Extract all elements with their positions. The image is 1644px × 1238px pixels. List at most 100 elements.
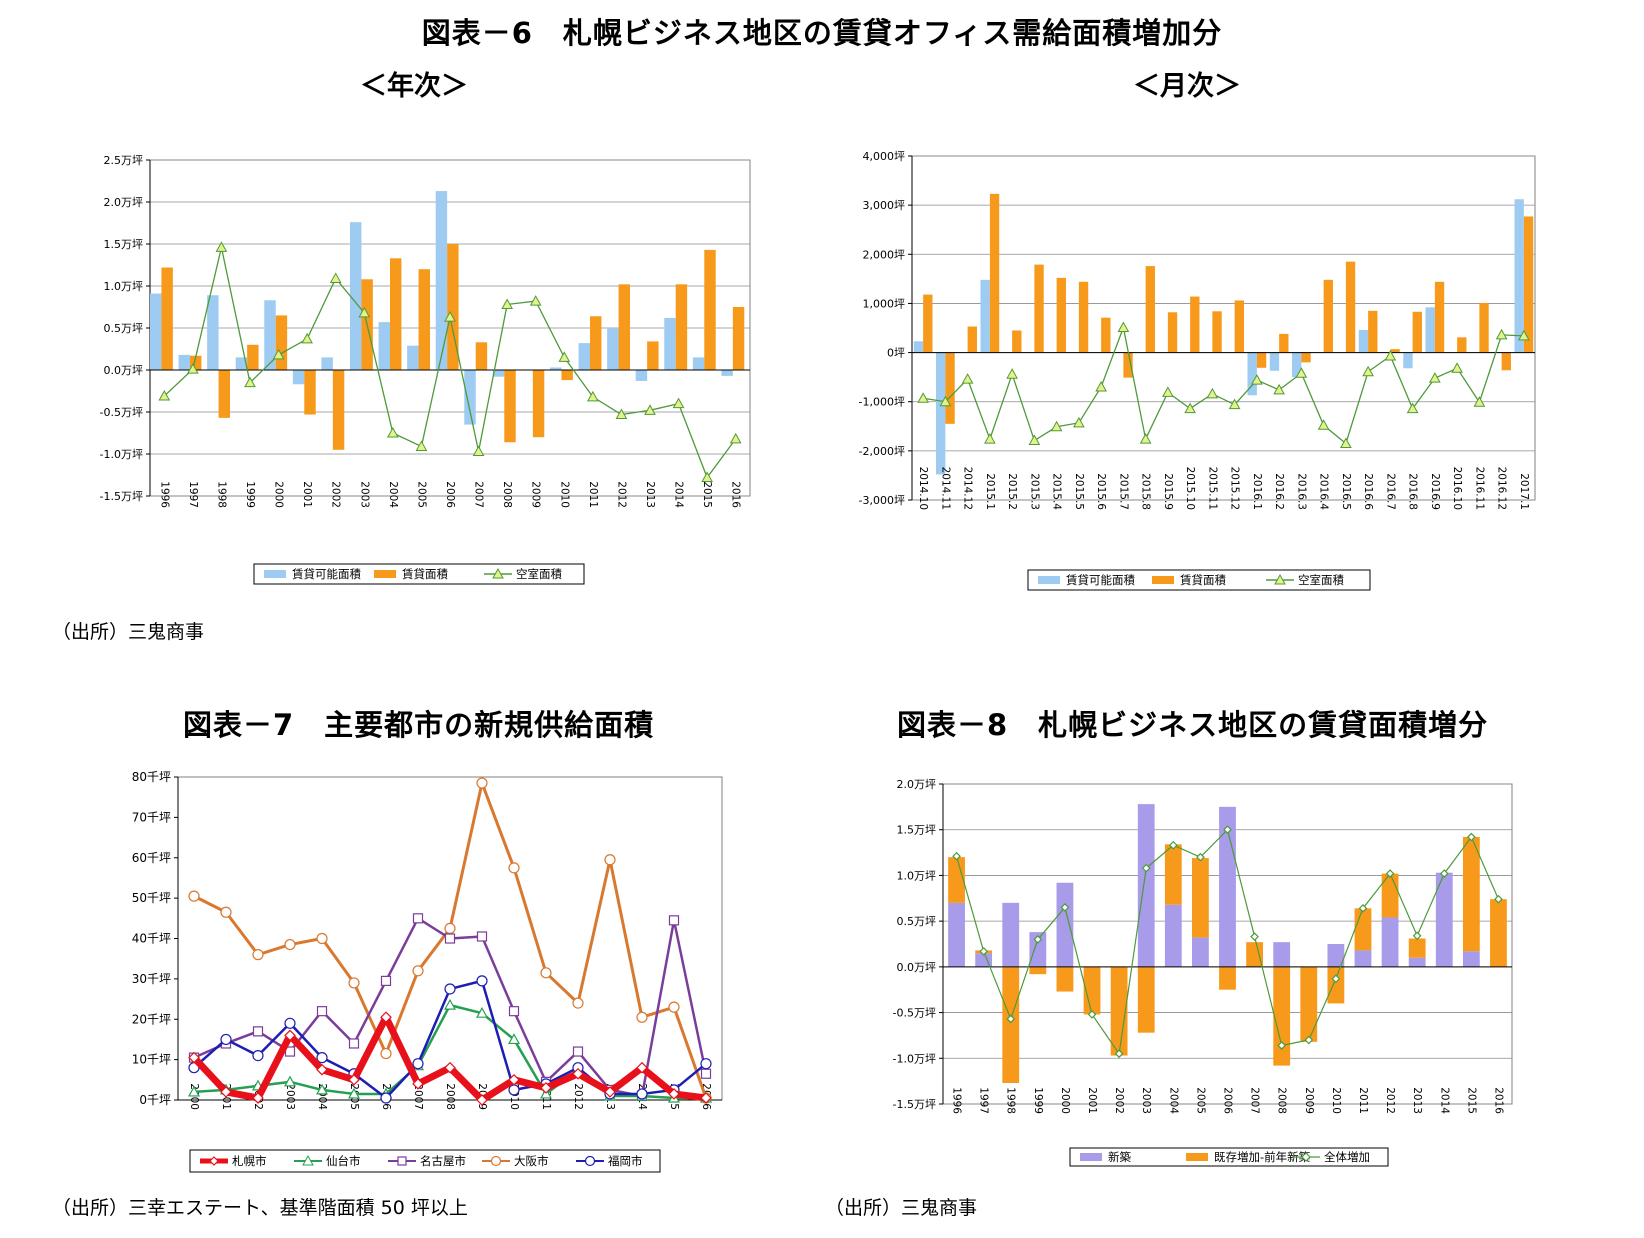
monthly-ytick-label: -2,000坪 — [859, 445, 905, 458]
monthly-xtick-label: 2016.6 — [1362, 473, 1374, 510]
supply-legend-label: 札幌市 — [232, 1154, 267, 1168]
monthly-ytick-label: -1,000坪 — [859, 396, 905, 409]
annual-vacancy-point — [701, 471, 713, 483]
rent-xtick-label: 1996 — [951, 1087, 963, 1114]
rent-ytick-label: -0.5万坪 — [893, 1007, 936, 1020]
rent-bar — [1137, 966, 1155, 1033]
monthly-xtick-label: 2016.7 — [1384, 473, 1396, 510]
supply-point — [220, 906, 232, 918]
rent-total-point — [1114, 1049, 1124, 1059]
supply-ytick-label: 80千坪 — [132, 770, 171, 784]
monthly-bar — [1479, 302, 1489, 353]
monthly-vacancy-point — [1162, 386, 1174, 397]
monthly-vacancy-point — [1251, 374, 1263, 385]
monthly-xtick-label: 2016.12 — [1496, 467, 1508, 510]
supply-point — [412, 1078, 424, 1090]
monthly-vacancy-line — [923, 325, 1524, 445]
annual-xtick-label: 1999 — [244, 481, 256, 508]
rent-total-point — [1331, 974, 1341, 984]
rent-xtick-label: 1997 — [978, 1087, 990, 1114]
monthly-xtick-label: 2015.11 — [1206, 467, 1218, 510]
annual-xtick-label: 2002 — [330, 481, 342, 508]
annual-bar — [578, 343, 590, 370]
rent-xtick-label: 2002 — [1113, 1087, 1125, 1114]
supply-point — [412, 913, 424, 924]
annual-ytick-label: 0.5万坪 — [104, 322, 144, 335]
rent-total-point — [979, 946, 988, 956]
monthly-bar — [1457, 337, 1467, 353]
monthly-bar — [1269, 352, 1280, 371]
monthly-bar — [1056, 277, 1066, 353]
monthly-bar — [1403, 352, 1413, 369]
annual-bar — [435, 191, 448, 370]
monthly-vacancy-point — [1228, 398, 1241, 410]
supply-ytick-label: 50千坪 — [132, 891, 171, 905]
annual-vacancy-point — [358, 306, 371, 318]
rent-bar — [1219, 966, 1236, 990]
supply-point — [348, 977, 360, 989]
supply-point — [572, 1046, 584, 1057]
annual-bar — [732, 307, 745, 370]
monthly-xtick-label: 2016.1 — [1251, 473, 1263, 510]
rent-bar — [1164, 844, 1182, 905]
monthly-legend-swatch — [1038, 576, 1060, 584]
monthly-bar — [923, 294, 933, 353]
monthly-xtick-label: 2015.10 — [1184, 467, 1196, 510]
supply-point — [508, 1084, 520, 1096]
rent-ytick-label: 1.5万坪 — [897, 824, 937, 837]
supply-point — [604, 854, 616, 866]
supply-ytick-label: 40千坪 — [132, 932, 171, 946]
rent-bar — [948, 857, 965, 903]
supply-point — [252, 1049, 264, 1062]
annual-vacancy-point — [615, 408, 628, 420]
annual-bar — [675, 284, 688, 370]
annual-bar — [618, 284, 630, 370]
supply-point — [252, 949, 264, 961]
supply-point — [316, 932, 328, 945]
rent-bar — [1462, 837, 1480, 952]
monthly-ytick-label: 2,000坪 — [863, 248, 906, 261]
annual-bar — [332, 370, 345, 450]
supply-xtick-label: 2000 — [188, 1083, 200, 1110]
rent-legend-label: 新築 — [1108, 1150, 1131, 1164]
rent-xtick-label: 2013 — [1411, 1087, 1423, 1114]
supply-point — [700, 1092, 712, 1104]
annual-bar — [664, 317, 676, 370]
annual-bar — [292, 370, 305, 385]
monthly-ytick-label: 4,000坪 — [863, 150, 906, 163]
monthly-vacancy-point — [984, 433, 996, 444]
rent-bar — [1246, 942, 1263, 967]
monthly-bar — [1434, 281, 1445, 353]
annual-xtick-label: 2014 — [673, 481, 685, 508]
monthly-ytick-label: -3,000坪 — [859, 494, 905, 507]
supply-legend-marker — [584, 1155, 596, 1167]
annual-vacancy-point — [501, 298, 513, 309]
monthly-bar — [1292, 352, 1302, 378]
supply-point — [316, 1006, 328, 1017]
monthly-bar — [1012, 330, 1022, 353]
annual-vacancy-point — [187, 363, 199, 374]
rent-xtick-label: 2006 — [1222, 1087, 1234, 1114]
monthly-vacancy-point — [1317, 419, 1330, 430]
supply-point — [604, 1086, 616, 1098]
supply-point — [476, 777, 488, 789]
rent-bar — [1462, 951, 1480, 967]
annual-vacancy-point — [529, 295, 542, 306]
supply-legend-marker — [490, 1155, 502, 1167]
annual-xtick-label: 2010 — [558, 481, 570, 508]
annual-bar — [264, 300, 276, 370]
annual-xtick-label: 2005 — [415, 481, 427, 508]
supply-point — [220, 1033, 232, 1046]
rent-bar — [1490, 899, 1507, 967]
monthly-bar — [1256, 352, 1267, 368]
annual-vacancy-point — [215, 241, 228, 252]
rent-legend-label: 既存増加-前年新築 — [1214, 1150, 1311, 1164]
monthly-xtick-label: 2015.12 — [1229, 467, 1241, 510]
rent-bar — [1056, 966, 1074, 992]
supply-point — [444, 1061, 456, 1074]
annual-bar — [304, 370, 316, 415]
supply-ytick-label: 0千坪 — [139, 1093, 171, 1107]
rent-total-point — [1223, 825, 1232, 835]
annual-legend-label: 賃貸可能面積 — [292, 567, 361, 581]
monthly-xtick-label: 2016.11 — [1473, 467, 1485, 510]
